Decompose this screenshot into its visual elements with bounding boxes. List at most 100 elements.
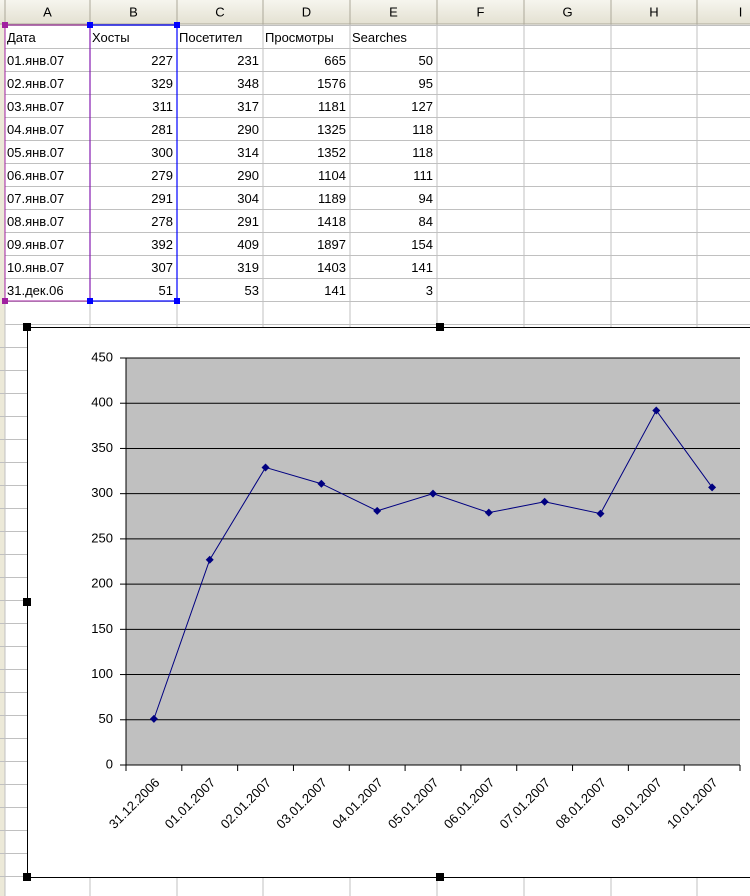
cell[interactable]: 08.янв.07 xyxy=(7,214,64,229)
data-point[interactable] xyxy=(261,463,270,472)
chart-resize-handle[interactable] xyxy=(23,323,31,331)
cell[interactable]: 1325 xyxy=(317,122,346,137)
cell[interactable]: 84 xyxy=(419,214,433,229)
cell[interactable]: Хосты xyxy=(92,30,130,45)
cell[interactable]: 279 xyxy=(151,168,173,183)
cell[interactable]: 319 xyxy=(237,260,259,275)
cell[interactable]: 291 xyxy=(237,214,259,229)
y-tick-label: 150 xyxy=(91,621,113,636)
cell[interactable]: 05.янв.07 xyxy=(7,145,64,160)
column-header[interactable]: I xyxy=(739,4,743,19)
y-tick-label: 450 xyxy=(91,349,113,364)
column-header[interactable]: F xyxy=(477,4,485,19)
cell[interactable]: 392 xyxy=(151,237,173,252)
cell[interactable]: 1352 xyxy=(317,145,346,160)
cell[interactable]: 118 xyxy=(412,145,433,160)
selection-handle[interactable] xyxy=(174,22,180,28)
cell[interactable]: 227 xyxy=(151,53,173,68)
data-point[interactable] xyxy=(708,483,717,492)
data-point[interactable] xyxy=(317,479,326,488)
cell[interactable]: 317 xyxy=(237,99,259,114)
cell[interactable]: 04.янв.07 xyxy=(7,122,64,137)
selection-handle[interactable] xyxy=(2,22,8,28)
cell[interactable]: 127 xyxy=(411,99,433,114)
column-header[interactable]: H xyxy=(649,4,658,19)
data-point[interactable] xyxy=(205,555,214,564)
cell[interactable]: 06.янв.07 xyxy=(7,168,64,183)
data-point[interactable] xyxy=(373,506,382,515)
cell[interactable]: Посетител xyxy=(179,30,242,45)
cell[interactable]: 281 xyxy=(151,122,173,137)
cell[interactable]: 95 xyxy=(419,76,433,91)
cell[interactable]: 329 xyxy=(151,76,173,91)
cell[interactable]: 53 xyxy=(245,283,259,298)
cell[interactable]: 3 xyxy=(426,283,433,298)
column-header[interactable]: C xyxy=(215,4,224,19)
y-tick-label: 200 xyxy=(91,576,113,591)
cell[interactable]: 1418 xyxy=(317,214,346,229)
cell[interactable]: Searches xyxy=(352,30,407,45)
cell[interactable]: 290 xyxy=(237,122,259,137)
selection-handle[interactable] xyxy=(87,22,93,28)
chart-resize-handle[interactable] xyxy=(23,873,31,881)
column-header[interactable]: B xyxy=(129,4,138,19)
cell[interactable]: 07.янв.07 xyxy=(7,191,64,206)
data-point[interactable] xyxy=(484,508,493,517)
cell[interactable]: 10.янв.07 xyxy=(7,260,64,275)
cell[interactable]: 141 xyxy=(324,283,346,298)
cell[interactable]: 1897 xyxy=(317,237,346,252)
cell[interactable]: 1576 xyxy=(317,76,346,91)
cell[interactable]: 09.янв.07 xyxy=(7,237,64,252)
column-header-bar xyxy=(0,0,750,24)
column-header[interactable]: G xyxy=(562,4,572,19)
cell[interactable]: 31.дек.06 xyxy=(7,283,64,298)
cell[interactable]: 665 xyxy=(324,53,346,68)
cell[interactable]: 1181 xyxy=(318,99,346,114)
cell[interactable]: 51 xyxy=(159,283,173,298)
column-header[interactable]: E xyxy=(389,4,398,19)
cell[interactable]: 118 xyxy=(412,122,433,137)
cell[interactable]: 300 xyxy=(151,145,173,160)
cell[interactable]: 03.янв.07 xyxy=(7,99,64,114)
cell[interactable]: 1403 xyxy=(317,260,346,275)
chart-resize-handle[interactable] xyxy=(23,598,31,606)
cell[interactable]: 1189 xyxy=(318,191,346,206)
data-point[interactable] xyxy=(429,489,437,498)
data-point[interactable] xyxy=(652,406,661,415)
cell[interactable]: 307 xyxy=(151,260,173,275)
cell[interactable]: 154 xyxy=(411,237,433,252)
cell[interactable]: 1104 xyxy=(318,168,346,183)
cell[interactable]: Просмотры xyxy=(265,30,334,45)
column-header[interactable]: D xyxy=(302,4,311,19)
cell[interactable]: 314 xyxy=(237,145,259,160)
cell[interactable]: 304 xyxy=(237,191,259,206)
cell[interactable]: 348 xyxy=(237,76,259,91)
cell[interactable]: 01.янв.07 xyxy=(7,53,64,68)
cell[interactable]: 111 xyxy=(413,168,433,183)
cell[interactable]: 141 xyxy=(411,260,433,275)
selection-handle[interactable] xyxy=(87,298,93,304)
selection-handle[interactable] xyxy=(2,298,8,304)
cell[interactable]: 50 xyxy=(419,53,433,68)
cell[interactable]: 94 xyxy=(419,191,433,206)
data-point[interactable] xyxy=(596,509,605,518)
cell[interactable]: 291 xyxy=(151,191,173,206)
chart-resize-handle[interactable] xyxy=(436,323,444,331)
cell[interactable]: 290 xyxy=(237,168,259,183)
chart-resize-handle[interactable] xyxy=(436,873,444,881)
selection-handle[interactable] xyxy=(174,298,180,304)
column-header[interactable]: A xyxy=(43,4,52,19)
cell[interactable]: Дата xyxy=(7,30,37,45)
y-tick-label: 400 xyxy=(91,395,113,410)
y-tick-label: 250 xyxy=(91,530,113,545)
cell[interactable]: 231 xyxy=(237,53,259,68)
data-point[interactable] xyxy=(540,497,549,506)
cell[interactable]: 311 xyxy=(152,99,173,114)
cell[interactable]: 278 xyxy=(151,214,173,229)
cell[interactable]: 409 xyxy=(237,237,259,252)
cell[interactable]: 02.янв.07 xyxy=(7,76,64,91)
data-point[interactable] xyxy=(149,714,158,723)
